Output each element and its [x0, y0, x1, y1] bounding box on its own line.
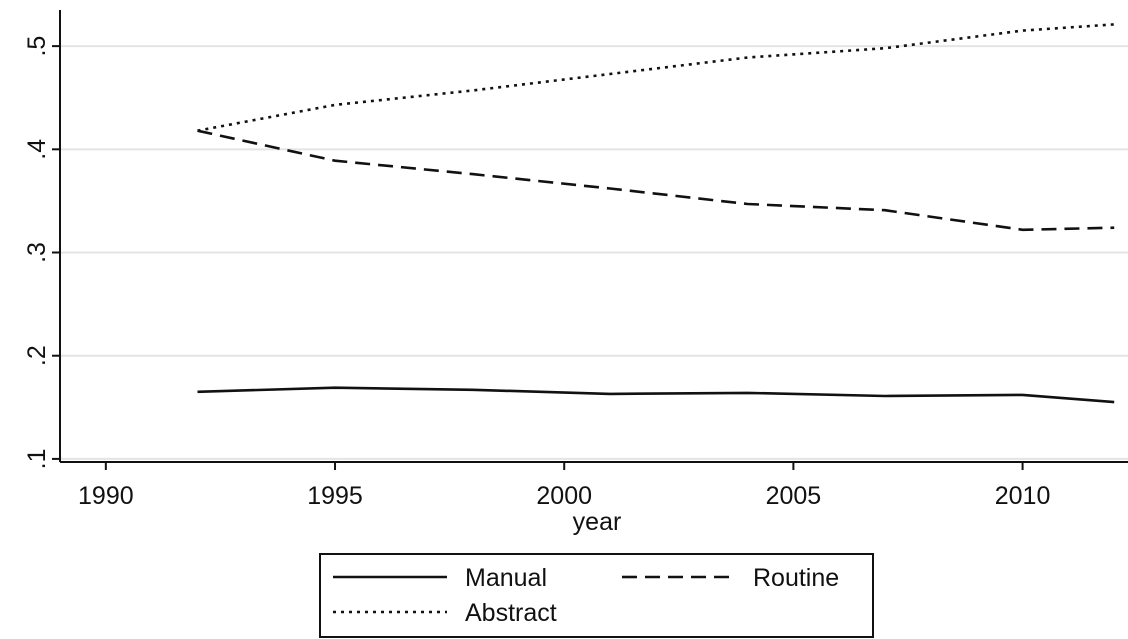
x-tick-label: 1990 [78, 482, 134, 510]
x-ticks: 1990 1995 2000 2005 2010 [78, 462, 1050, 510]
gridlines [60, 45, 1128, 460]
legend-label-abstract: Abstract [465, 599, 557, 627]
series-line-abstract [197, 23, 1115, 132]
legend-label-routine: Routine [753, 564, 839, 592]
x-axis-title: year [573, 508, 622, 536]
x-tick-label: 1995 [307, 482, 363, 510]
y-ticks: .1 .2 .3 .4 .5 [23, 36, 60, 469]
series-line-manual [197, 386, 1115, 404]
y-tick-label: .4 [23, 139, 51, 160]
series-lines [197, 23, 1115, 404]
y-tick-label: .3 [23, 242, 51, 263]
y-tick-label: .5 [23, 36, 51, 57]
x-tick-label: 2010 [995, 482, 1051, 510]
x-tick-label: 2005 [766, 482, 822, 510]
y-tick-label: .1 [23, 448, 51, 469]
y-tick-label: .2 [23, 345, 51, 366]
series-line-routine [197, 129, 1115, 232]
x-tick-label: 2000 [536, 482, 592, 510]
legend-label-manual: Manual [465, 564, 547, 592]
axes [59, 10, 1128, 463]
legend: Manual Routine Abstract [319, 553, 874, 638]
legend-box [319, 553, 874, 638]
